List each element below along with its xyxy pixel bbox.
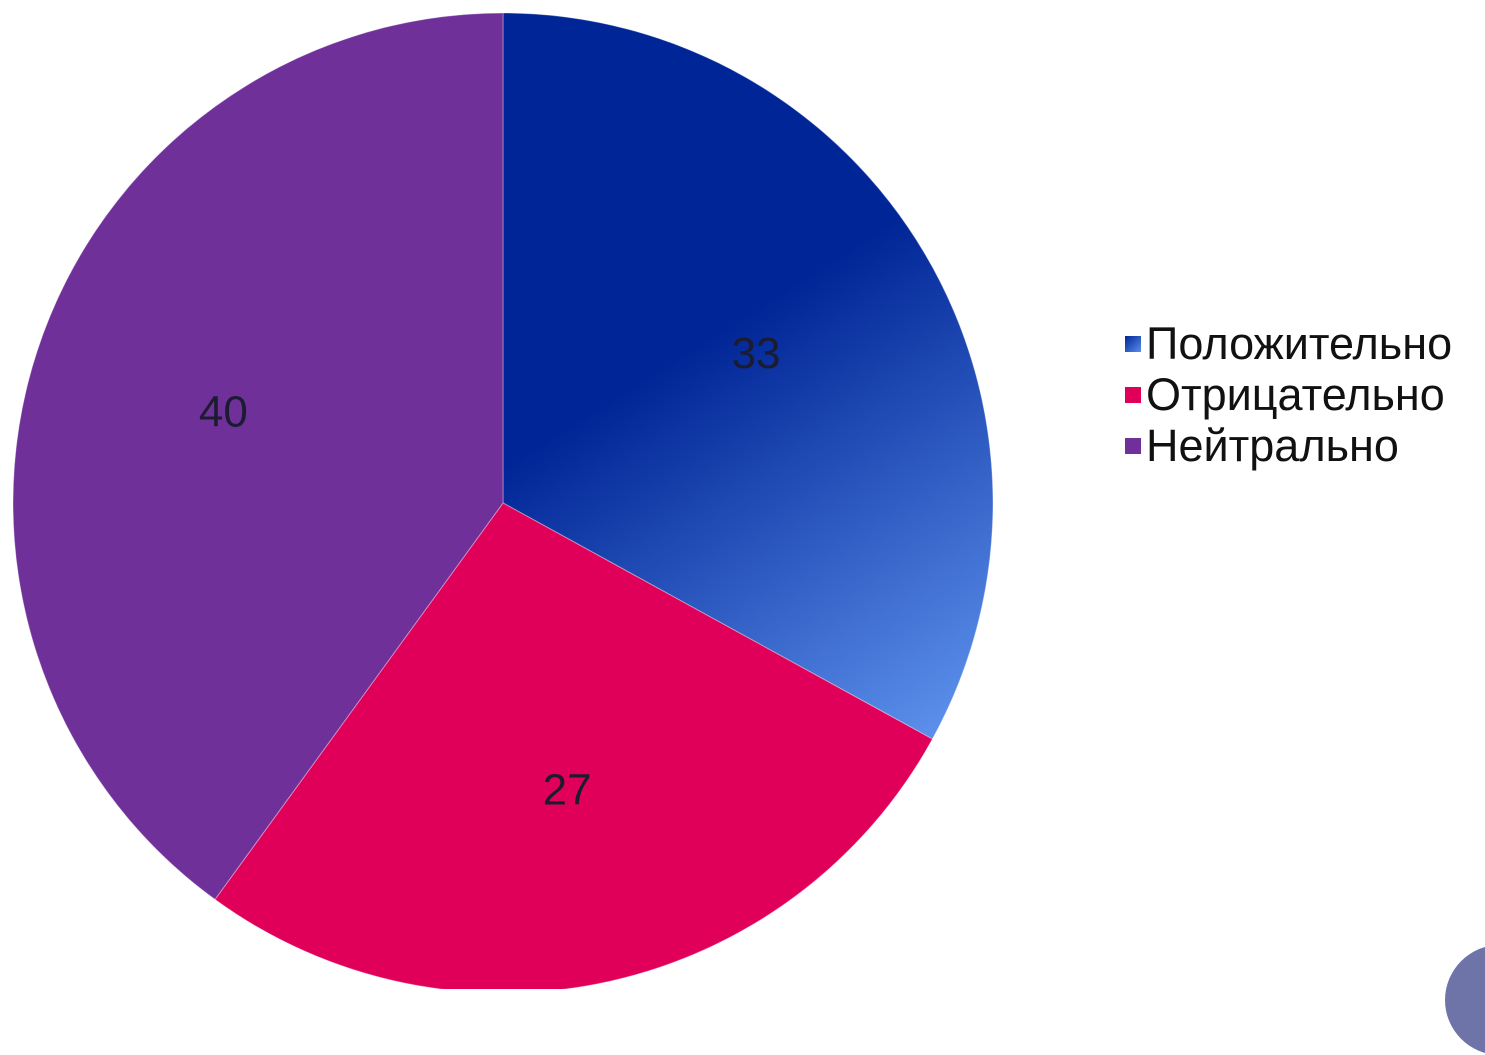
data-label-negative: 27 [543, 765, 592, 814]
legend-swatch-negative [1125, 386, 1141, 403]
legend-item-neutral: Нейтрально [1125, 420, 1452, 471]
legend-swatch-neutral [1125, 437, 1141, 454]
pie-slice-negative [214, 502, 934, 989]
pie-slice-neutral [12, 12, 504, 901]
pie-slice-positive [502, 12, 994, 740]
legend-item-positive: Положительно [1125, 318, 1452, 369]
pie-slices [12, 12, 994, 989]
legend-label-positive: Положительно [1146, 317, 1453, 369]
legend-label-neutral: Нейтрально [1146, 419, 1399, 471]
pie-data-labels: 33 27 40 [199, 329, 781, 815]
legend-swatch-positive [1125, 335, 1141, 352]
pie-chart: 33 27 40 [12, 12, 994, 989]
legend-label-negative: Отрицательно [1146, 368, 1445, 420]
data-label-neutral: 40 [199, 388, 248, 437]
legend-item-negative: Отрицательно [1125, 369, 1452, 420]
chart-legend: Положительно Отрицательно Нейтрально [1125, 318, 1452, 471]
data-label-positive: 33 [732, 329, 781, 378]
